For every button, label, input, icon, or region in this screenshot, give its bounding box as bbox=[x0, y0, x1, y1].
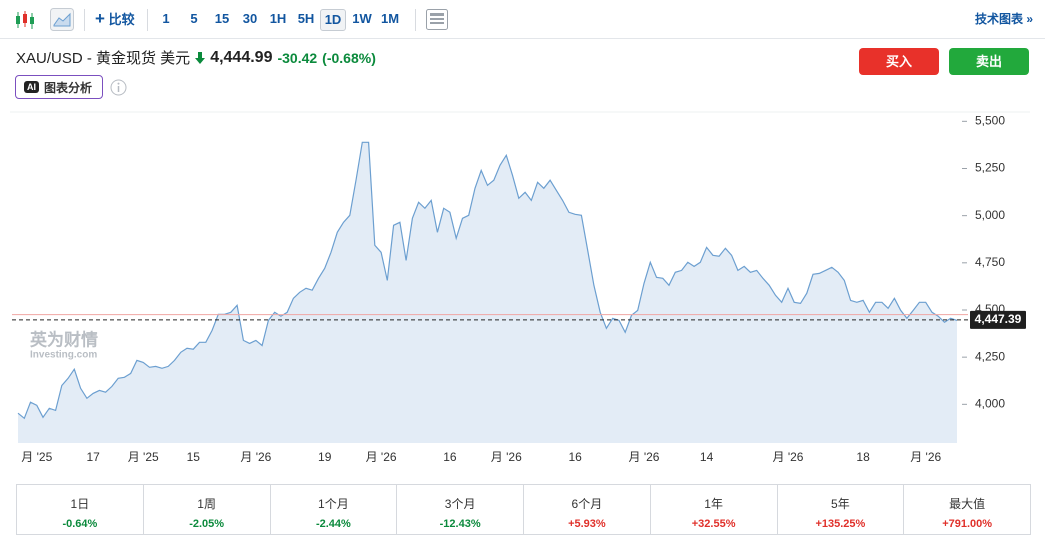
y-tick-label: 4,000 bbox=[975, 396, 1005, 410]
period-label: 3个月 bbox=[444, 497, 476, 511]
separator bbox=[415, 9, 416, 31]
x-tick-label: 15 bbox=[187, 450, 201, 464]
watermark-site: Investing.com bbox=[30, 350, 97, 361]
performance-cell: 1日 -0.64% bbox=[17, 485, 143, 534]
change-percent: (-0.68%) bbox=[322, 49, 376, 66]
period-label: 1年 bbox=[704, 497, 723, 511]
interval-button[interactable]: 1M bbox=[380, 11, 400, 26]
y-tick-label: 5,500 bbox=[975, 113, 1005, 127]
change: -30.42 bbox=[277, 49, 318, 66]
x-tick-label: 月 '26 bbox=[366, 450, 397, 464]
buy-button[interactable]: 买入 bbox=[859, 48, 939, 75]
period-change: -0.64% bbox=[62, 518, 98, 530]
chart: 英为财情 Investing.com 月 '25 17 月 '25 15 月 '26 19… bbox=[10, 111, 1030, 464]
separator bbox=[84, 9, 85, 31]
x-tick-label: 月 '25 bbox=[128, 450, 159, 464]
x-tick-label: 月 '26 bbox=[240, 450, 271, 464]
period-change: -2.05% bbox=[189, 518, 225, 530]
area-chart-icon[interactable] bbox=[50, 8, 74, 31]
interval-button[interactable]: 1D bbox=[320, 9, 346, 31]
performance-cell: 3个月 -12.43% bbox=[396, 485, 523, 534]
quote-header: XAU/USD - 黄金现货 美元 4,444.99 -30.42 (-0.68… bbox=[16, 47, 376, 68]
ai-label: 图表分析 bbox=[44, 80, 93, 95]
performance-cell: 6个月 +5.93% bbox=[523, 485, 650, 534]
x-tick-label: 16 bbox=[443, 450, 457, 464]
period-label: 1个月 bbox=[318, 497, 349, 511]
performance-cell: 1年 +32.55% bbox=[649, 485, 777, 534]
info-icon[interactable] bbox=[110, 79, 127, 96]
period-change: +791.00% bbox=[942, 518, 993, 530]
last-price-label: 4,447.39 bbox=[975, 312, 1022, 326]
candlestick-icon[interactable] bbox=[14, 10, 36, 30]
ai-badge: AI bbox=[24, 81, 39, 93]
last-price-box bbox=[970, 310, 1026, 329]
x-tick-label: 月 '26 bbox=[772, 450, 803, 464]
interval-button[interactable]: 15 bbox=[214, 11, 230, 26]
price: 4,444.99 bbox=[210, 48, 273, 66]
y-tick-label: 5,000 bbox=[975, 208, 1005, 222]
separator bbox=[147, 9, 148, 31]
sell-button[interactable]: 卖出 bbox=[949, 48, 1029, 75]
x-tick-label: 月 '26 bbox=[629, 450, 660, 464]
table-icon[interactable] bbox=[426, 9, 448, 30]
x-tick-label: 18 bbox=[856, 450, 870, 464]
ai-analysis-button[interactable]: AI 图表分析 bbox=[15, 75, 103, 99]
period-label: 1日 bbox=[70, 497, 90, 511]
technical-chart-link[interactable]: 技术图表 » bbox=[974, 12, 1033, 26]
x-tick-label: 月 '25 bbox=[21, 450, 52, 464]
period-label: 6个月 bbox=[571, 497, 603, 511]
y-tick-label: 4,250 bbox=[975, 349, 1005, 363]
y-tick-label: 5,250 bbox=[975, 161, 1005, 175]
symbol: XAU/USD - 黄金现货 美元 bbox=[16, 50, 191, 67]
period-change: +135.25% bbox=[815, 518, 866, 530]
compare-button[interactable]: + 比较 bbox=[95, 9, 135, 28]
watermark-brand: 英为财情 bbox=[30, 329, 98, 349]
interval-button[interactable]: 1 bbox=[162, 11, 170, 26]
performance-cell: 5年 +135.25% bbox=[776, 485, 904, 534]
performance-cell: 1个月 -2.44% bbox=[269, 485, 397, 534]
period-label: 最大值 bbox=[949, 497, 986, 511]
period-change: +5.93% bbox=[568, 518, 606, 530]
period-label: 1周 bbox=[197, 497, 216, 511]
compare-label: 比较 bbox=[108, 12, 135, 27]
x-tick-label: 月 '26 bbox=[491, 450, 522, 464]
interval-button[interactable]: 5 bbox=[190, 11, 198, 26]
performance-cell: 1周 -2.05% bbox=[142, 485, 270, 534]
x-tick-label: 17 bbox=[86, 450, 100, 464]
x-tick-label: 16 bbox=[568, 450, 582, 464]
x-tick-label: 14 bbox=[700, 450, 714, 464]
interval-button[interactable]: 1H bbox=[269, 11, 287, 26]
down-arrow bbox=[195, 51, 206, 64]
performance-cell: 最大值 +791.00% bbox=[903, 485, 1030, 534]
performance-table: 1日 -0.64% 1周 -2.05% 1个月 -2.44% 3个月 -12.43% 6个月 +5… bbox=[16, 484, 1031, 535]
period-change: -12.43% bbox=[439, 518, 481, 530]
interval-button[interactable]: 30 bbox=[242, 11, 258, 26]
price-line bbox=[17, 141, 958, 420]
x-tick-label: 月 '26 bbox=[910, 450, 941, 464]
y-tick-label: 4,750 bbox=[975, 255, 1005, 269]
period-change: +32.55% bbox=[691, 518, 736, 530]
interval-button[interactable]: 5H bbox=[297, 11, 315, 26]
interval-button[interactable]: 1W bbox=[352, 11, 372, 26]
x-tick-label: 19 bbox=[318, 450, 332, 464]
period-change: -2.44% bbox=[315, 518, 351, 530]
toolbar: + 比较 1 5 15 30 1H 5H 1D 1W 1M 技术图表 » bbox=[0, 0, 1045, 39]
period-label: 5年 bbox=[831, 497, 850, 511]
area-fill bbox=[18, 142, 957, 444]
